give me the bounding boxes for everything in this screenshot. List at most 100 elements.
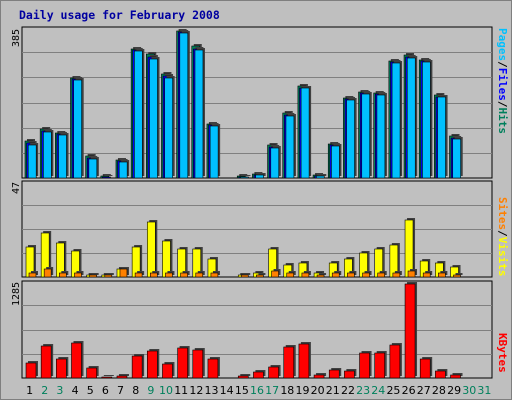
bar-sites-day-24 <box>377 272 386 278</box>
bar-kbytes-day-27 <box>419 358 431 379</box>
bar-kbytes-day-18 <box>283 346 295 379</box>
x-tick-label-day-20: 20 <box>311 384 325 397</box>
bar-sites-day-18 <box>286 272 295 278</box>
bar-kbytes-day-11 <box>177 347 188 379</box>
bar-pages-day-26 <box>406 57 416 179</box>
x-tick-label-day-22: 22 <box>341 384 355 397</box>
bar-sites-day-11 <box>180 272 188 278</box>
bar-pages-day-15 <box>240 176 249 179</box>
bar-sites-day-15-shadow <box>243 273 251 275</box>
bar-files-day-6 <box>102 176 111 179</box>
bar-pages-day-16-shadow <box>257 173 266 176</box>
bar-kbytes-day-13 <box>207 358 219 379</box>
x-tick-label-day-11: 11 <box>174 384 188 397</box>
bar-kbytes-day-21 <box>328 369 340 379</box>
bar-sites-day-16 <box>256 274 264 278</box>
x-tick-label-day-13: 13 <box>205 384 219 397</box>
bar-sites-day-9 <box>149 272 158 278</box>
x-tick-label-day-18: 18 <box>280 384 294 397</box>
x-tick-label-day-9: 9 <box>147 384 154 397</box>
bar-kbytes-day-15 <box>237 375 249 379</box>
bar-sites-day-25 <box>392 272 401 278</box>
bar-sites-day-6 <box>104 274 113 278</box>
x-tick-label-day-8: 8 <box>132 384 139 397</box>
bar-kbytes-day-8 <box>131 355 143 379</box>
bar-pages-day-16 <box>255 174 264 179</box>
bar-files-day-6-shadow <box>104 175 113 176</box>
legend-hits-files-pages: Pages/Files/Hits <box>496 28 509 134</box>
hits-max-label: 385 <box>11 28 22 47</box>
bar-kbytes-day-12 <box>192 349 204 379</box>
bar-pages-day-22 <box>346 99 355 179</box>
bar-kbytes-day-3 <box>56 358 67 379</box>
chart-title: Daily usage for February 2008 <box>19 8 220 22</box>
bar-pages-day-21 <box>331 145 340 179</box>
bar-kbytes-day-6-shadow <box>103 375 114 376</box>
bar-kbytes-day-5 <box>86 367 97 379</box>
bar-kbytes-day-25 <box>389 344 401 379</box>
x-tick-label-day-21: 21 <box>326 384 340 397</box>
bar-visits-day-26 <box>404 219 414 278</box>
x-tick-label-day-5: 5 <box>87 384 94 397</box>
x-tick-label-day-10: 10 <box>159 384 173 397</box>
x-tick-label-day-7: 7 <box>117 384 124 397</box>
bar-pages-day-28 <box>437 96 446 179</box>
bar-pages-day-20 <box>315 175 325 179</box>
bar-sites-day-8 <box>134 272 143 278</box>
x-tick-label-day-3: 3 <box>56 384 63 397</box>
bar-pages-day-3 <box>58 134 67 179</box>
x-tick-label-day-30: 30 <box>462 384 476 397</box>
bar-pages-day-25 <box>391 62 401 179</box>
bar-sites-day-20 <box>316 274 325 278</box>
bar-kbytes-day-1 <box>25 362 37 379</box>
bar-pages-day-23 <box>361 93 371 179</box>
x-tick-label-day-6: 6 <box>102 384 109 397</box>
bar-sites-day-4 <box>74 272 82 278</box>
legend-sep-3: / <box>496 230 509 237</box>
bar-kbytes-day-19 <box>298 343 310 379</box>
bar-kbytes-day-22 <box>344 370 355 379</box>
bar-kbytes-day-20 <box>313 374 325 379</box>
bar-pages-day-7 <box>118 161 128 179</box>
bar-kbytes-day-9 <box>146 350 158 379</box>
bar-sites-day-12 <box>195 272 204 278</box>
bar-kbytes-day-7-shadow <box>118 374 129 376</box>
x-tick-label-day-4: 4 <box>72 384 79 397</box>
bar-sites-day-26 <box>407 270 416 278</box>
bar-kbytes-day-26 <box>404 283 416 379</box>
bar-kbytes-day-4 <box>71 342 82 379</box>
bar-pages-day-15-shadow <box>242 175 251 176</box>
bar-kbytes-day-2 <box>40 345 52 379</box>
bar-pages-day-8 <box>134 50 143 179</box>
bar-kbytes-day-29 <box>450 374 461 379</box>
x-tick-label-day-19: 19 <box>295 384 309 397</box>
x-tick-label-day-31: 31 <box>477 384 491 397</box>
bar-kbytes-day-24 <box>374 352 386 379</box>
bar-sites-day-13 <box>210 272 219 278</box>
legend-visits: Visits <box>496 236 509 277</box>
bar-pages-day-24 <box>376 94 386 179</box>
bar-sites-day-2 <box>43 268 52 278</box>
bar-kbytes-day-20-shadow <box>316 373 327 376</box>
bar-pages-day-4 <box>73 79 82 179</box>
bar-pages-day-19 <box>300 87 310 179</box>
bar-visits-day-9 <box>146 221 156 278</box>
bar-pages-day-12 <box>194 49 204 179</box>
bar-kbytes-day-6 <box>101 376 113 379</box>
bar-sites-day-16-shadow <box>258 273 266 275</box>
bar-sites-day-21 <box>331 272 340 278</box>
bar-kbytes-day-17 <box>268 366 279 379</box>
x-tick-label-day-26: 26 <box>402 384 416 397</box>
bar-sites-day-1 <box>28 272 37 278</box>
bar-pages-day-11 <box>179 32 189 179</box>
bar-kbytes-day-29-shadow <box>452 373 463 376</box>
legend-sites: Sites <box>496 197 509 231</box>
legend-kbytes: KBytes <box>496 333 509 373</box>
x-tick-label-day-14: 14 <box>220 384 234 397</box>
bar-kbytes-day-23 <box>359 352 370 379</box>
x-tick-label-day-1: 1 <box>26 384 33 397</box>
bar-sites-day-10 <box>165 272 173 278</box>
x-tick-label-day-16: 16 <box>250 384 264 397</box>
bar-sites-day-19 <box>301 272 310 278</box>
bar-sites-day-29-shadow <box>455 273 463 275</box>
